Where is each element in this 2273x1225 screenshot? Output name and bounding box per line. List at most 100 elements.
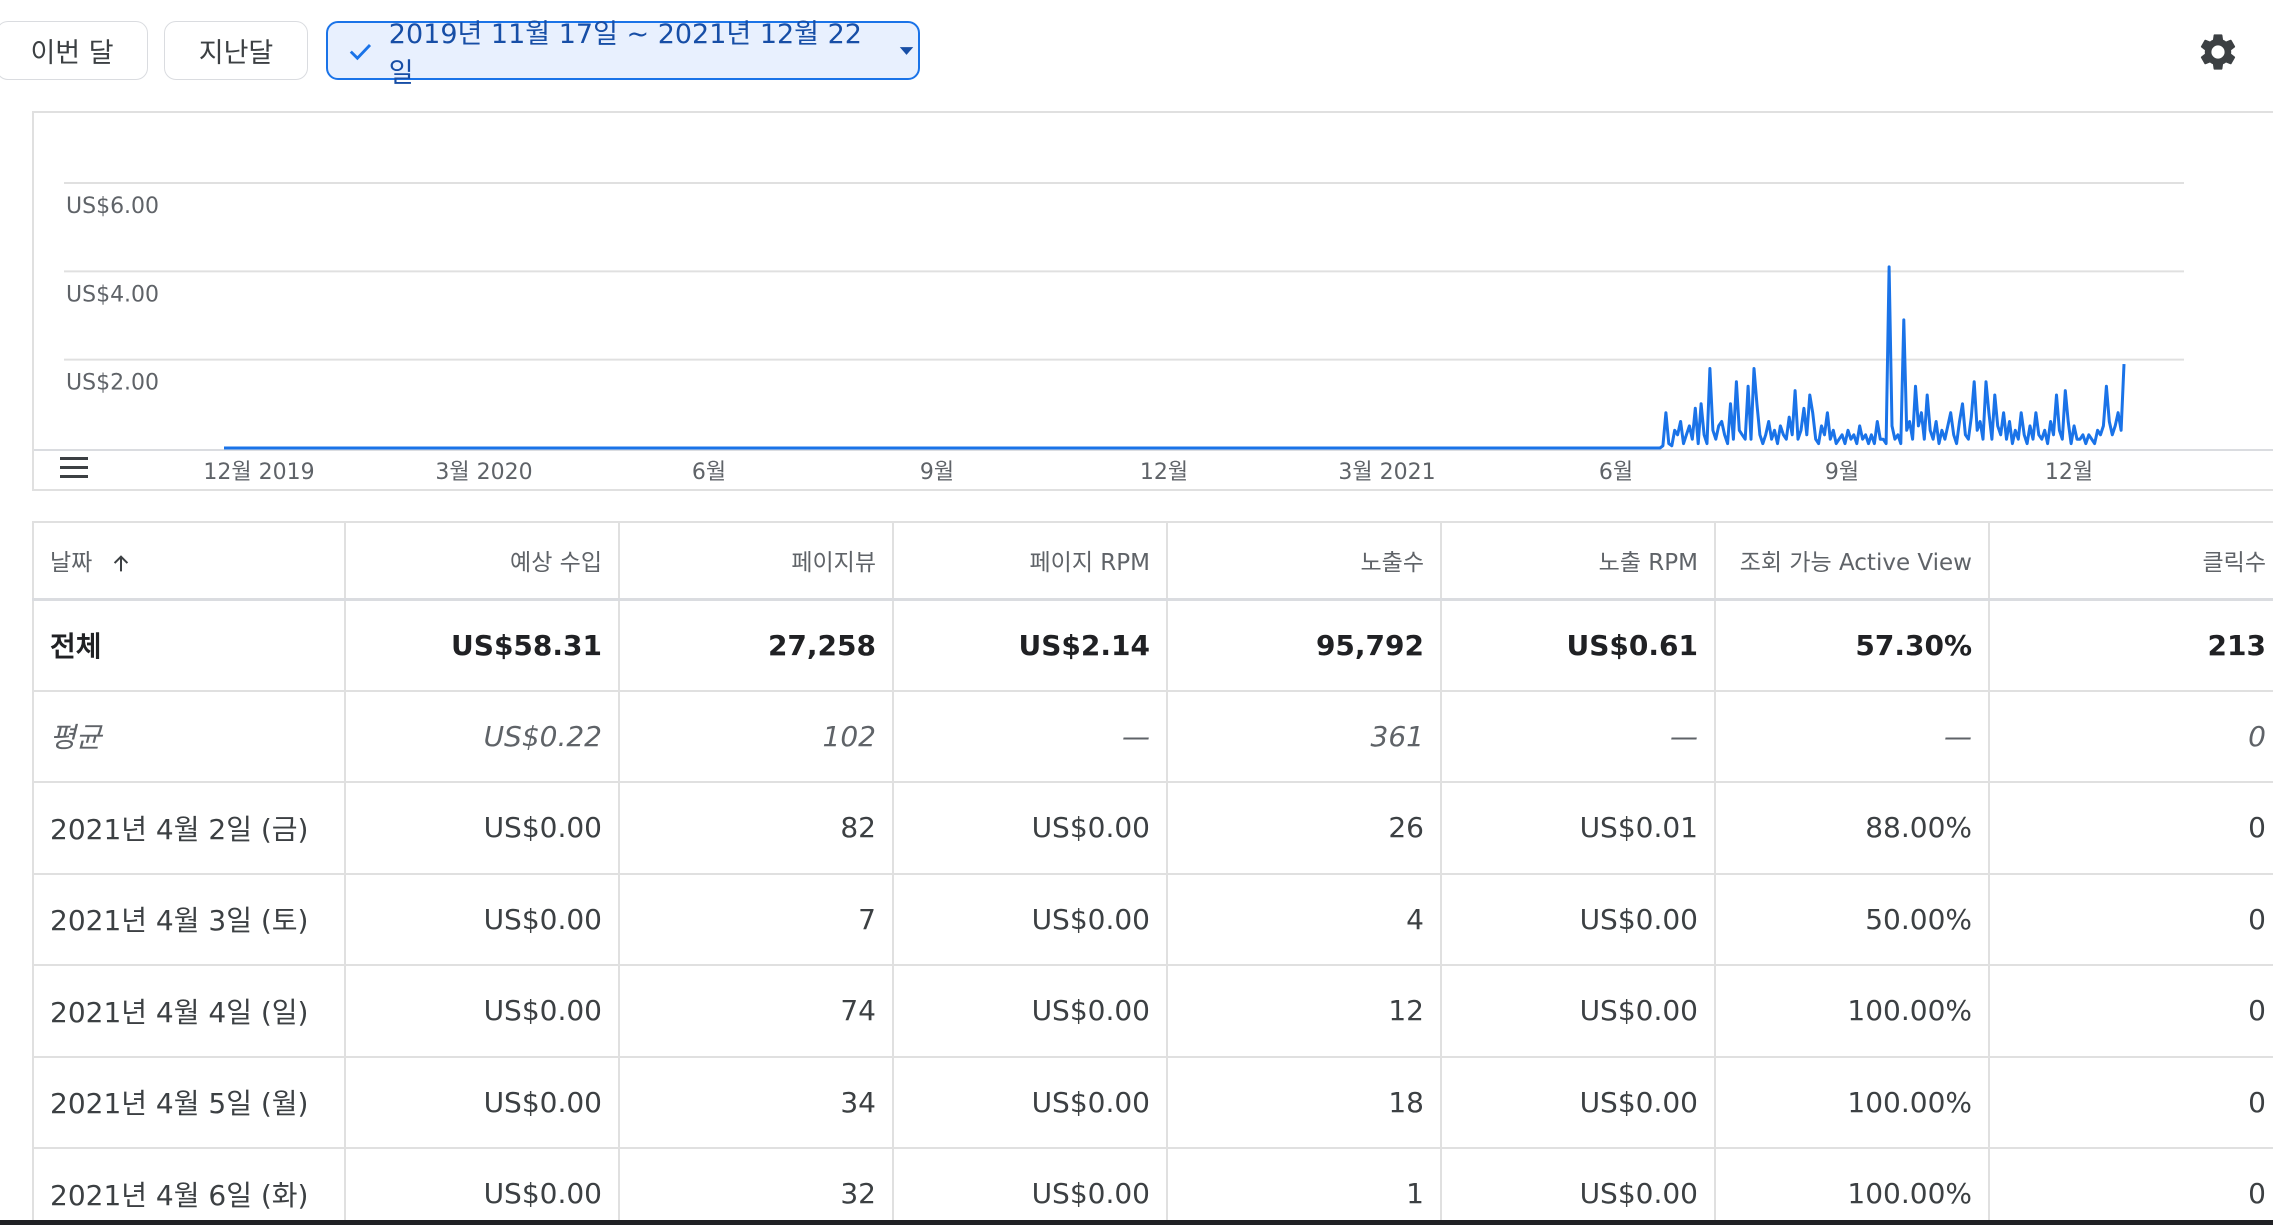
column-header-clicks[interactable]: 클릭수 [1989, 522, 2273, 601]
table-cell: 50.00% [1715, 873, 1990, 966]
table-cell: 2021년 4월 6일 (화) [33, 1148, 346, 1225]
table-cell: US$0.22 [345, 690, 620, 783]
table-cell: US$2.14 [893, 599, 1168, 692]
column-header-date[interactable]: 날짜 [33, 522, 346, 601]
table-cell: 27,258 [619, 599, 894, 692]
table-cell: US$0.61 [1441, 599, 1716, 692]
x-tick-label: 6월 [1599, 460, 1633, 485]
table-cell: 0 [1989, 782, 2273, 875]
legend-menu-icon[interactable] [60, 457, 88, 478]
y-tick-label: US$4.00 [66, 282, 159, 307]
table-cell: US$58.31 [345, 599, 620, 692]
table-cell: 95,792 [1167, 599, 1442, 692]
earnings-chart: US$6.00 US$4.00 US$2.00 12월 2019 3월 2020 6월 9월… [32, 111, 2273, 491]
table-cell: US$0.00 [345, 782, 620, 875]
column-header-page-rpm[interactable]: 페이지 RPM [893, 522, 1168, 601]
table-cell: 102 [619, 690, 894, 783]
total-row: 전체 US$58.31 27,258 US$2.14 95,792 US$0.61 57.3… [33, 599, 2273, 692]
average-row: 평균 US$0.22 102—361— —0 [33, 690, 2273, 783]
date-range-chip[interactable]: 2019년 11월 17일 ~ 2021년 12월 22일 [326, 19, 920, 89]
x-tick-label: 9월 [920, 460, 954, 485]
this-month-chip[interactable]: 이번 달 [0, 21, 148, 80]
column-header-active-view[interactable]: 조회 가능 Active View [1715, 522, 1990, 601]
table-cell: 2021년 4월 2일 (금) [33, 782, 346, 875]
table-cell: 18 [1167, 1056, 1442, 1149]
x-tick-label: 12월 2019 [203, 460, 314, 485]
table-cell: US$0.00 [1441, 873, 1716, 966]
table-cell: 57.30% [1715, 599, 1990, 692]
date-range-label: 2019년 11월 17일 ~ 2021년 12월 22일 [388, 18, 862, 89]
table-cell: 전체 [33, 599, 346, 692]
table-cell: 2021년 4월 5일 (월) [33, 1056, 346, 1149]
x-tick-label: 3월 2020 [435, 460, 532, 485]
table-cell: 0 [1989, 1148, 2273, 1225]
last-month-chip[interactable]: 지난달 [164, 21, 308, 80]
column-header-label: 날짜 [50, 550, 93, 577]
column-header-pageviews[interactable]: 페이지뷰 [619, 522, 894, 601]
table-cell: 82 [619, 782, 894, 875]
table-cell: US$0.00 [345, 873, 620, 966]
this-month-label: 이번 달 [30, 38, 114, 69]
table-cell: — [1715, 690, 1990, 783]
column-header-impression-rpm[interactable]: 노출 RPM [1441, 522, 1716, 601]
table-row: 2021년 4월 4일 (일) US$0.00 74 US$0.00 12 US$0.00… [33, 965, 2273, 1058]
x-tick-label: 6월 [692, 460, 726, 485]
table-cell: 361 [1167, 690, 1442, 783]
table-cell: 0 [1989, 1056, 2273, 1149]
table-cell: 213 [1989, 599, 2273, 692]
table-cell: 1 [1167, 1148, 1442, 1225]
x-tick-label: 3월 2021 [1338, 460, 1435, 485]
table-cell: US$0.00 [893, 1148, 1168, 1225]
table-cell: 88.00% [1715, 782, 1990, 875]
table-cell: 0 [1989, 965, 2273, 1058]
table-cell: — [893, 690, 1168, 783]
table-row: 2021년 4월 3일 (토) US$0.00 7 US$0.00 4 US$0.00 50… [33, 873, 2273, 966]
table-cell: 0 [1989, 873, 2273, 966]
table-cell: 100.00% [1715, 965, 1990, 1058]
x-tick-label: 12월 [1140, 460, 1188, 485]
table-row: 2021년 4월 5일 (월) US$0.00 34 US$0.00 18 US$0.00… [33, 1056, 2273, 1149]
table-cell: US$0.00 [1441, 1056, 1716, 1149]
x-tick-label: 9월 [1825, 460, 1859, 485]
caret-down-icon [899, 46, 914, 55]
table-cell: US$0.00 [345, 965, 620, 1058]
earnings-chart-svg: US$6.00 US$4.00 US$2.00 12월 2019 3월 2020 6월 9월… [34, 182, 2273, 485]
table-cell: 12 [1167, 965, 1442, 1058]
gear-icon[interactable] [2196, 30, 2240, 74]
arrow-up-icon [113, 554, 128, 572]
last-month-label: 지난달 [198, 38, 274, 69]
table-cell: 74 [619, 965, 894, 1058]
table-cell: 7 [619, 873, 894, 966]
table-cell: US$0.00 [893, 1056, 1168, 1149]
table-cell: 평균 [33, 690, 346, 783]
table-cell: US$0.00 [345, 1056, 620, 1149]
table-cell: 100.00% [1715, 1056, 1990, 1149]
table-row: 2021년 4월 2일 (금) US$0.00 82 US$0.00 26 US$0.01… [33, 782, 2273, 875]
table-cell: 2021년 4월 4일 (일) [33, 965, 346, 1058]
column-header-earnings[interactable]: 예상 수입 [345, 522, 620, 601]
header-row: 날짜 예상 수입 페이지뷰 페이지 RPM 노출수 노출 RPM 조회 가능 A… [33, 522, 2273, 601]
check-icon [349, 43, 372, 60]
table-cell: 2021년 4월 3일 (토) [33, 873, 346, 966]
table-cell: US$0.00 [345, 1148, 620, 1225]
table-cell: — [1441, 690, 1716, 783]
table-cell: US$0.00 [1441, 1148, 1716, 1225]
table-cell: US$0.00 [1441, 965, 1716, 1058]
table-cell: US$0.00 [893, 965, 1168, 1058]
table-cell: 26 [1167, 782, 1442, 875]
x-tick-label: 12월 [2045, 460, 2093, 485]
table-cell: 100.00% [1715, 1148, 1990, 1225]
table-row: 2021년 4월 6일 (화) US$0.00 32 US$0.00 1 US$0.00 1… [33, 1148, 2273, 1225]
table-cell: US$0.00 [893, 782, 1168, 875]
table-cell: US$0.01 [1441, 782, 1716, 875]
table-cell: 32 [619, 1148, 894, 1225]
table-cell: 0 [1989, 690, 2273, 783]
y-tick-label: US$2.00 [66, 371, 159, 396]
y-tick-label: US$6.00 [66, 194, 159, 219]
column-header-impressions[interactable]: 노출수 [1167, 522, 1442, 601]
earnings-series-line [224, 265, 2126, 450]
bottom-edge [0, 1220, 2273, 1225]
report-table: 날짜 예상 수입 페이지뷰 페이지 RPM 노출수 노출 RPM 조회 가능 A… [32, 521, 2273, 1225]
table-cell: 4 [1167, 873, 1442, 966]
